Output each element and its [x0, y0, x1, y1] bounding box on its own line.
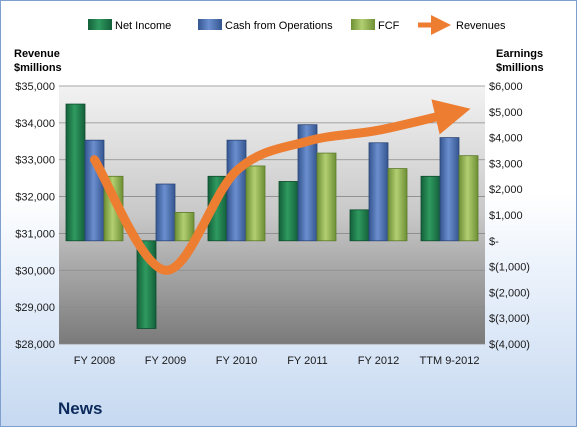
- bar-fcf: [458, 155, 479, 242]
- bar-cash-from-operations: [439, 137, 460, 242]
- right-tick-label: $2,000: [489, 184, 523, 196]
- left-axis-title-line2: $millions: [14, 62, 62, 74]
- legend-label-net-income: Net Income: [115, 20, 171, 32]
- left-tick-label: $31,000: [15, 228, 55, 240]
- bar-net-income: [278, 181, 299, 242]
- left-axis-ticks: $28,000 $29,000 $30,000 $31,000 $32,000 $33,0…: [15, 81, 55, 351]
- bar-fcf: [245, 165, 266, 242]
- category-label: FY 2011: [287, 355, 328, 367]
- right-axis-title-line1: Earnings: [496, 48, 543, 60]
- left-tick-label: $28,000: [15, 339, 55, 351]
- right-tick-label: $(2,000): [489, 287, 530, 299]
- category-label: FY 2012: [358, 355, 399, 367]
- bar-fcf: [387, 168, 408, 242]
- right-tick-label: $(3,000): [489, 313, 530, 325]
- category-label: FY 2010: [216, 355, 257, 367]
- bar-cash-from-operations: [368, 142, 389, 242]
- left-axis-title-line1: Revenue: [14, 48, 60, 60]
- plot-area: [59, 86, 485, 344]
- category-labels: FY 2008 FY 2009 FY 2010 FY 2011 FY 2012 TTM 9…: [74, 355, 480, 367]
- right-tick-label: $(1,000): [489, 262, 530, 274]
- point-revenues: [378, 129, 379, 131]
- legend-swatch-net-income: [88, 19, 112, 30]
- left-tick-label: $34,000: [15, 118, 55, 130]
- right-tick-label: $6,000: [489, 81, 523, 93]
- right-axis-title-line2: $millions: [496, 62, 544, 74]
- gridlines: [59, 85, 485, 345]
- bar-net-income: [65, 103, 86, 242]
- category-label: TTM 9-2012: [420, 355, 480, 367]
- right-tick-label: $3,000: [489, 158, 523, 170]
- legend-label-fcf: FCF: [378, 20, 400, 32]
- legend-label-cash-from-operations: Cash from Operations: [225, 20, 333, 32]
- point-revenues: [307, 140, 308, 142]
- bar-fcf: [316, 152, 337, 242]
- legend-label-revenues: Revenues: [456, 20, 506, 32]
- revenue-line: [90, 99, 471, 275]
- point-revenues: [236, 170, 237, 172]
- bar-cash-from-operations: [226, 139, 247, 242]
- right-tick-label: $1,000: [489, 210, 523, 222]
- point-revenues: [449, 113, 450, 115]
- right-tick-label: $5,000: [489, 107, 523, 119]
- left-tick-label: $33,000: [15, 155, 55, 167]
- left-tick-label: $30,000: [15, 265, 55, 277]
- left-tick-label: $29,000: [15, 302, 55, 314]
- legend-swatch-cash-from-operations: [198, 19, 222, 30]
- right-tick-label: $4,000: [489, 133, 523, 145]
- footer-title: News: [58, 399, 102, 418]
- category-label: FY 2009: [145, 355, 186, 367]
- left-tick-label: $35,000: [15, 81, 55, 93]
- bar-fcf: [174, 212, 195, 242]
- bar-cash-from-operations: [155, 183, 176, 242]
- point-revenues: [94, 159, 95, 161]
- bar-net-income: [349, 209, 370, 242]
- left-tick-label: $32,000: [15, 192, 55, 204]
- legend-swatch-fcf: [351, 19, 375, 30]
- right-tick-label: $(4,000): [489, 339, 530, 351]
- legend: Net Income Cash from Operations FCF Reve…: [88, 15, 506, 35]
- right-tick-label: $-: [489, 236, 499, 248]
- point-revenues: [165, 269, 166, 271]
- category-label: FY 2008: [74, 355, 115, 367]
- bar-net-income: [420, 175, 441, 242]
- right-axis-ticks: $(4,000) $(3,000) $(2,000) $(1,000) $- $1,000…: [489, 81, 530, 351]
